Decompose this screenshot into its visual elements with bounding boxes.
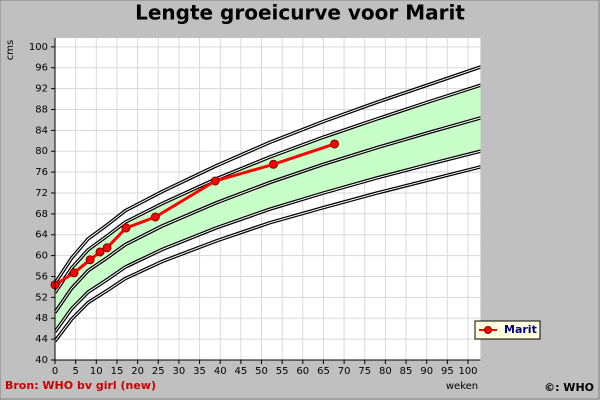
x-tick-label: 60 xyxy=(296,366,309,377)
reference-curve-core xyxy=(55,66,481,284)
x-tick-label: 40 xyxy=(214,366,227,377)
y-tick-label: 64 xyxy=(35,230,48,241)
series-line xyxy=(54,142,336,287)
y-axis-label: cms xyxy=(5,40,16,60)
data-point xyxy=(330,139,340,149)
x-tick-label: 25 xyxy=(152,366,165,377)
x-tick-label: 80 xyxy=(379,366,392,377)
x-tick-label: 90 xyxy=(420,366,433,377)
y-tick-label: 48 xyxy=(35,313,48,324)
y-tick-label: 80 xyxy=(35,146,48,157)
x-tick-label: 30 xyxy=(173,366,186,377)
legend-box xyxy=(474,320,541,340)
y-tick-label: 72 xyxy=(35,188,48,199)
data-point xyxy=(210,176,220,186)
x-tick-label: 5 xyxy=(72,366,78,377)
x-tick-label: 100 xyxy=(458,366,477,377)
x-tick-label: 55 xyxy=(276,366,289,377)
x-tick-label: 45 xyxy=(234,366,247,377)
x-axis-label: weken xyxy=(446,381,478,392)
source-note: Bron: WHO bv girl (new) xyxy=(5,379,156,392)
x-tick-label: 0 xyxy=(52,366,58,377)
data-point xyxy=(102,243,112,253)
legend-marker xyxy=(484,326,492,334)
y-tick-label: 56 xyxy=(35,271,48,282)
y-tick-label: 84 xyxy=(35,125,48,136)
y-tick-label: 40 xyxy=(35,355,48,366)
x-tick-label: 20 xyxy=(131,366,144,377)
data-point xyxy=(121,223,131,233)
x-tick-label: 65 xyxy=(317,366,330,377)
reference-curve-core xyxy=(55,117,481,313)
data-point xyxy=(69,268,79,278)
reference-curve-core xyxy=(55,150,481,333)
y-tick-label: 60 xyxy=(35,251,48,262)
data-point xyxy=(95,247,105,257)
y-tick-label: 68 xyxy=(35,209,48,220)
y-tick-label: 44 xyxy=(35,334,48,345)
y-tick-label: 100 xyxy=(29,42,48,53)
copyright-note: ©: WHO xyxy=(544,381,594,394)
y-tick-label: 52 xyxy=(35,292,48,303)
y-tick-label: 96 xyxy=(35,63,48,74)
x-tick-label: 75 xyxy=(358,366,371,377)
x-tick-label: 15 xyxy=(111,366,124,377)
x-tick-label: 10 xyxy=(90,366,103,377)
x-tick-label: 70 xyxy=(338,366,351,377)
data-point xyxy=(150,212,160,222)
data-point xyxy=(268,159,278,169)
x-tick-label: 50 xyxy=(255,366,268,377)
y-tick-label: 92 xyxy=(35,84,48,95)
x-tick-label: 95 xyxy=(441,366,454,377)
y-tick-label: 76 xyxy=(35,167,48,178)
x-tick-label: 35 xyxy=(193,366,206,377)
reference-curve-core xyxy=(55,166,481,342)
data-point xyxy=(85,255,95,265)
legend-label: Marit xyxy=(504,323,537,336)
y-tick-label: 88 xyxy=(35,104,48,115)
chart-title: Lengte groeicurve voor Marit xyxy=(135,1,465,25)
x-tick-label: 85 xyxy=(400,366,413,377)
reference-curve-core xyxy=(55,84,481,293)
